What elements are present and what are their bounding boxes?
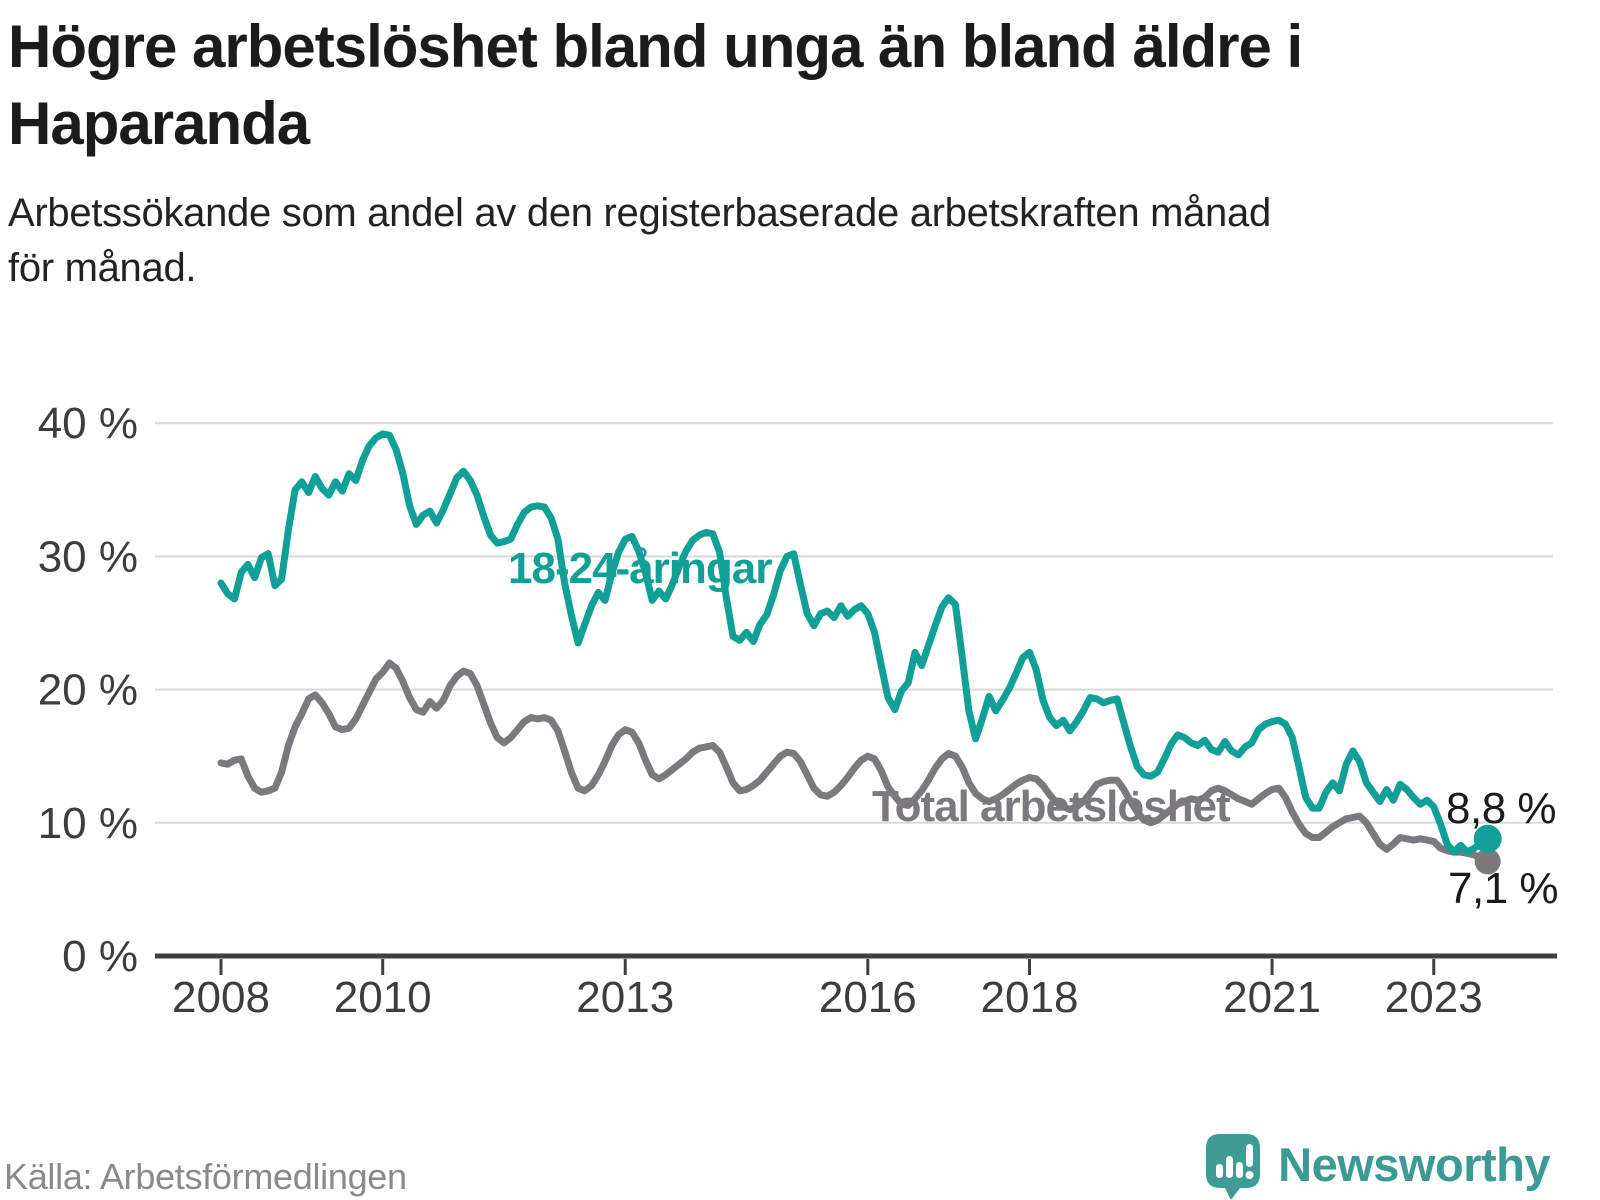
newsworthy-wordmark: Newsworthy bbox=[1278, 1138, 1550, 1191]
title-line-2: Haparanda bbox=[8, 90, 310, 157]
series-line-total bbox=[217, 659, 1492, 865]
subtitle-line-1: Arbetssökande som andel av den registerb… bbox=[8, 191, 1271, 235]
subtitle-line-2: för månad. bbox=[8, 246, 197, 290]
x-tick-label-2010: 2010 bbox=[334, 973, 432, 1022]
x-tick-label-2023: 2023 bbox=[1385, 973, 1483, 1022]
end-value-label-total: 7,1 % bbox=[1448, 864, 1559, 913]
newsworthy-logo: Newsworthy bbox=[1206, 1134, 1550, 1200]
x-tick-label-2008: 2008 bbox=[172, 973, 270, 1022]
x-tick-label-2021: 2021 bbox=[1223, 973, 1321, 1022]
chart-subtitle: Arbetssökande som andel av den registerb… bbox=[8, 186, 1568, 296]
series-line-youth bbox=[217, 430, 1492, 856]
y-tick-label: 20 % bbox=[38, 666, 138, 715]
y-tick-label: 0 % bbox=[62, 932, 138, 981]
page-title: Högre arbetslöshet bland unga än bland ä… bbox=[8, 8, 1568, 162]
series-label-youth: 18-24-åringar bbox=[508, 544, 772, 593]
x-tick-label-2016: 2016 bbox=[819, 973, 917, 1022]
x-tick-label-2013: 2013 bbox=[576, 973, 674, 1022]
y-tick-label: 30 % bbox=[38, 532, 138, 581]
end-value-label-youth: 8,8 % bbox=[1446, 784, 1557, 833]
x-tick-label-2018: 2018 bbox=[981, 973, 1079, 1022]
title-line-1: Högre arbetslöshet bland unga än bland ä… bbox=[8, 13, 1303, 80]
y-tick-label: 10 % bbox=[38, 799, 138, 848]
y-tick-label: 40 % bbox=[38, 399, 138, 448]
newsworthy-pin-icon bbox=[1206, 1134, 1261, 1200]
source-note: Källa: Arbetsförmedlingen bbox=[4, 1156, 407, 1197]
series-label-total: Total arbetslöshet bbox=[872, 782, 1231, 831]
